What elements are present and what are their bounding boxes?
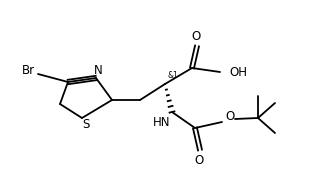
Text: &1: &1 (167, 70, 178, 79)
Text: O: O (225, 110, 235, 122)
Text: S: S (82, 118, 90, 130)
Text: N: N (93, 64, 102, 78)
Text: OH: OH (229, 65, 247, 79)
Text: Br: Br (21, 64, 34, 76)
Text: O: O (195, 153, 204, 167)
Text: O: O (191, 30, 201, 42)
Text: HN: HN (153, 116, 171, 129)
